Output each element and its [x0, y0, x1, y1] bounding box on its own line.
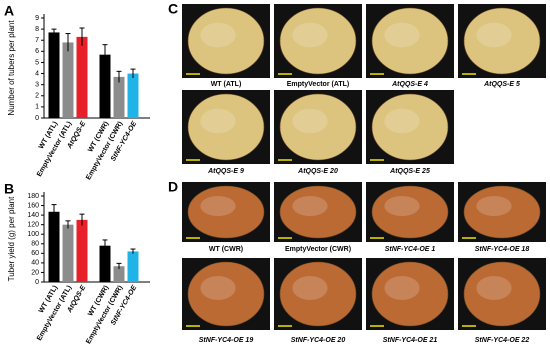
tuber-highlight: [384, 108, 420, 134]
tuber-photo: [187, 185, 265, 239]
tuber-photo: [371, 261, 449, 327]
bar: [127, 251, 139, 282]
tuber-photo: [279, 7, 357, 75]
tuber-photo: [187, 7, 265, 75]
y-tick-label: 0: [35, 115, 39, 122]
y-tick-label: 9: [35, 15, 39, 22]
tuber-highlight: [476, 22, 512, 48]
photo-caption: AtQQS-E 25: [389, 168, 430, 175]
bar: [76, 36, 88, 119]
photo-caption: EmptyVector (ATL): [287, 81, 350, 88]
bar: [48, 211, 60, 282]
y-tick-label: 0: [35, 279, 39, 286]
tuber-highlight: [476, 196, 512, 216]
photo-caption: AtQQS-E 5: [483, 81, 520, 88]
tuber-photo: [371, 93, 449, 161]
y-tick-label: 160: [27, 202, 39, 209]
bar: [127, 73, 139, 118]
y-tick-label: 7: [35, 37, 39, 44]
y-tick-label: 3: [35, 82, 39, 89]
bar: [48, 32, 60, 118]
photo-caption: AtQQS-E 4: [391, 81, 428, 88]
bar: [76, 219, 88, 282]
bar: [113, 76, 125, 118]
tuber-highlight: [292, 276, 328, 300]
tuber-photo: [371, 7, 449, 75]
y-tick-label: 180: [27, 193, 39, 200]
tuber-highlight: [292, 196, 328, 216]
photo-caption: WT (CWR): [209, 246, 243, 253]
tuber-photo: [187, 261, 265, 327]
y-tick-label: 100: [27, 231, 39, 238]
tuber-photo: [187, 93, 265, 161]
photo-caption: StNF-YC4-OE 21: [383, 337, 438, 344]
tuber-highlight: [384, 196, 420, 216]
tuber-highlight: [384, 22, 420, 48]
tuber-photo: [371, 185, 449, 239]
photo-caption: EmptyVector (CWR): [285, 246, 351, 253]
tuber-photo: [279, 185, 357, 239]
y-tick-label: 8: [35, 26, 39, 33]
tuber-highlight: [200, 108, 236, 134]
tuber-highlight: [384, 276, 420, 300]
y-axis-label: Number of tubers per plant: [7, 20, 16, 116]
panel-label: C: [168, 1, 178, 17]
tuber-highlight: [200, 196, 236, 216]
tuber-highlight: [292, 22, 328, 48]
photo-caption: WT (ATL): [211, 81, 242, 88]
photo-caption: StNF-YC4-OE 1: [385, 246, 436, 253]
tuber-photo: [463, 261, 541, 327]
y-axis-label: Tuber yield (g) per plant: [7, 196, 16, 281]
tuber-highlight: [476, 276, 512, 300]
y-tick-label: 140: [27, 212, 39, 219]
photo-caption: StNF-YC4-OE 18: [475, 246, 530, 253]
tuber-highlight: [200, 22, 236, 48]
bar: [62, 42, 74, 118]
photo-caption: AtQQS-E 20: [297, 168, 338, 175]
photo-caption: AtQQS-E 9: [207, 168, 244, 175]
y-tick-label: 2: [35, 93, 39, 100]
photo-caption: StNF-YC4-OE 22: [475, 337, 530, 344]
panel-label: B: [4, 181, 14, 197]
y-tick-label: 20: [31, 269, 39, 276]
panel-label: A: [4, 3, 14, 19]
bar: [99, 245, 111, 282]
bar: [99, 54, 111, 118]
tuber-photo: [463, 185, 541, 239]
tuber-highlight: [200, 276, 236, 300]
bar: [113, 266, 125, 282]
y-tick-label: 5: [35, 59, 39, 66]
y-tick-label: 4: [35, 70, 39, 77]
tuber-photo: [279, 261, 357, 327]
y-tick-label: 6: [35, 48, 39, 55]
y-tick-label: 1: [35, 104, 39, 111]
tuber-highlight: [292, 108, 328, 134]
panel-label: D: [168, 179, 178, 195]
y-tick-label: 60: [31, 250, 39, 257]
photo-caption: StNF-YC4-OE 20: [291, 337, 346, 344]
tuber-photo: [279, 93, 357, 161]
y-tick-label: 80: [31, 241, 39, 248]
y-tick-label: 40: [31, 260, 39, 267]
photo-caption: StNF-YC4-OE 19: [199, 337, 254, 344]
bar: [62, 224, 74, 282]
tuber-photo: [463, 7, 541, 75]
y-tick-label: 120: [27, 222, 39, 229]
